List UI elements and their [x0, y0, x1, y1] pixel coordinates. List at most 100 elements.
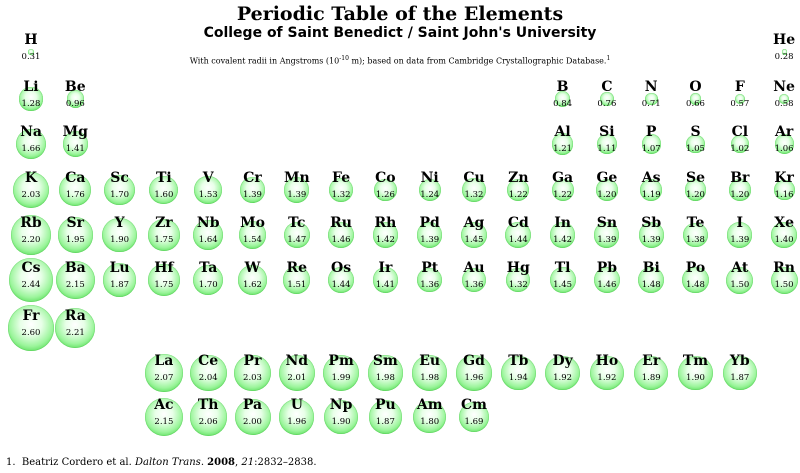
- covalent-radius: 1.98: [420, 373, 440, 383]
- element-sm: Sm 1.98: [363, 351, 407, 395]
- element-symbol: Ru: [330, 215, 352, 231]
- radius-bubble: [284, 177, 310, 203]
- covalent-radius: 2.00: [243, 417, 262, 427]
- radius-bubble: [507, 179, 530, 201]
- element-be: Be 0.96: [53, 77, 97, 121]
- note-reference-mark: 1: [606, 55, 611, 62]
- element-symbol: He: [773, 32, 796, 48]
- radius-bubble: [57, 217, 93, 253]
- element-eu: Eu 1.98: [408, 351, 452, 395]
- footnote-pages: :2832–2838.: [254, 457, 317, 468]
- radius-bubble: [192, 264, 224, 296]
- element-rb: Rb 2.20: [9, 213, 53, 257]
- footnote-year: 2008: [207, 457, 236, 468]
- note-text: With covalent radii in Angstroms (10: [189, 56, 340, 66]
- covalent-radius: 1.98: [375, 373, 395, 383]
- element-th: Th 2.06: [186, 395, 230, 439]
- covalent-radius: 1.06: [774, 144, 794, 154]
- element-symbol: Ni: [420, 170, 439, 186]
- element-symbol: Y: [114, 215, 125, 231]
- element-te: Te 1.38: [674, 213, 718, 257]
- element-ge: Ge 1.20: [585, 168, 629, 212]
- element-symbol: Ge: [596, 170, 618, 186]
- element-i: I 1.39: [718, 213, 762, 257]
- covalent-radius: 2.44: [21, 280, 41, 290]
- element-symbol: Ga: [552, 170, 574, 186]
- element-symbol: U: [290, 397, 303, 413]
- covalent-radius: 2.01: [287, 373, 307, 383]
- element-symbol: Al: [554, 124, 571, 140]
- element-f: F 0.57: [718, 77, 762, 121]
- covalent-radius: 1.87: [375, 417, 395, 427]
- radius-bubble: [234, 354, 271, 392]
- footnote-volume: 21: [241, 457, 255, 468]
- radius-bubble: [413, 400, 446, 434]
- element-symbol: Hg: [506, 260, 530, 276]
- element-he: He 0.28: [762, 30, 800, 74]
- radius-bubble: [234, 399, 271, 435]
- element-ra: Ra 2.21: [53, 306, 97, 350]
- element-symbol: Ag: [463, 215, 485, 231]
- element-ni: Ni 1.24: [408, 168, 452, 212]
- element-symbol: Gd: [463, 353, 485, 369]
- element-pu: Pu 1.87: [363, 395, 407, 439]
- covalent-radius: 1.20: [597, 190, 617, 200]
- element-y: Y 1.90: [98, 213, 142, 257]
- radius-bubble: [278, 354, 315, 392]
- element-tb: Tb 1.94: [496, 351, 540, 395]
- element-symbol: Sb: [641, 215, 662, 231]
- element-cl: Cl 1.02: [718, 122, 762, 166]
- element-symbol: Pr: [243, 353, 262, 369]
- element-symbol: N: [644, 79, 658, 95]
- element-p: P 1.07: [629, 122, 673, 166]
- element-pb: Pb 1.46: [585, 258, 629, 302]
- covalent-radius: 1.50: [774, 280, 794, 290]
- covalent-radius: 1.39: [420, 235, 440, 245]
- radius-bubble: [66, 90, 84, 108]
- element-xe: Xe 1.40: [762, 213, 800, 257]
- element-la: La 2.07: [142, 351, 186, 395]
- radius-bubble: [9, 258, 53, 302]
- radius-bubble: [644, 92, 658, 106]
- radius-bubble: [506, 268, 531, 292]
- element-zn: Zn 1.22: [496, 168, 540, 212]
- covalent-radius: 1.32: [331, 190, 351, 200]
- element-ru: Ru 1.46: [319, 213, 363, 257]
- element-symbol: Co: [375, 170, 396, 186]
- element-zr: Zr 1.75: [142, 213, 186, 257]
- covalent-radius: 1.22: [553, 190, 573, 200]
- element-symbol: H: [24, 32, 38, 48]
- element-symbol: Rb: [20, 215, 42, 231]
- radius-bubble: [728, 179, 751, 201]
- element-co: Co 1.26: [363, 168, 407, 212]
- element-mn: Mn 1.39: [275, 168, 319, 212]
- radius-bubble: [682, 266, 709, 294]
- element-kr: Kr 1.16: [762, 168, 800, 212]
- radius-bubble: [589, 355, 625, 391]
- element-symbol: La: [154, 353, 174, 369]
- element-in: In 1.42: [541, 213, 585, 257]
- element-symbol: Pm: [328, 353, 354, 369]
- radius-bubble: [417, 267, 442, 293]
- element-symbol: Nd: [285, 353, 309, 369]
- covalent-radius: 2.07: [154, 373, 174, 383]
- element-na: Na 1.66: [9, 122, 53, 166]
- radius-bubble: [596, 179, 618, 201]
- element-symbol: Re: [286, 260, 308, 276]
- covalent-radius: 1.95: [65, 235, 85, 245]
- radius-bubble: [555, 91, 571, 107]
- page-subtitle: College of Saint Benedict / Saint John's…: [203, 25, 597, 41]
- element-symbol: Am: [416, 397, 443, 413]
- covalent-radius: 1.38: [686, 235, 705, 245]
- covalent-radius: 1.54: [243, 235, 262, 245]
- element-tm: Tm 1.90: [674, 351, 718, 395]
- element-ga: Ga 1.22: [541, 168, 585, 212]
- radius-bubble: [367, 355, 404, 391]
- element-al: Al 1.21: [541, 122, 585, 166]
- element-bi: Bi 1.48: [629, 258, 673, 302]
- covalent-radius: 1.69: [464, 417, 484, 427]
- note-exponent: -10: [339, 55, 349, 62]
- element-c: C 0.76: [585, 77, 629, 121]
- element-ir: Ir 1.41: [363, 258, 407, 302]
- element-symbol: O: [689, 79, 702, 95]
